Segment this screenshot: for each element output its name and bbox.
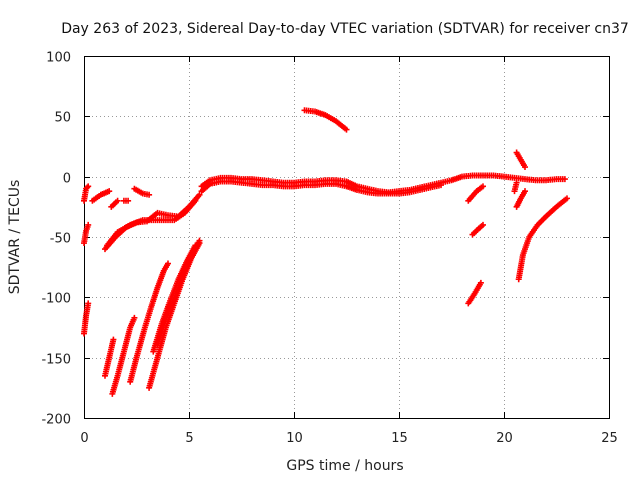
y-tick-label: -150 [41,353,71,368]
y-tick-label: 50 [54,111,71,126]
series-early-5 [120,197,132,204]
data-point [196,237,203,244]
series-left-short-1 [81,221,92,247]
series-early-3 [108,197,121,210]
data-point [564,195,570,202]
series-steep-1 [102,336,117,379]
series-late-drop [513,188,528,210]
data-point [146,191,153,198]
data-point [438,182,444,189]
y-tick-label: 0 [63,172,71,187]
series-arc-b [104,197,199,249]
axis-ticks: -200 -150 -100 -50 0 50 100 0 5 10 15 20 25 [41,51,617,447]
series-early-1 [81,183,92,204]
x-tick-label: 10 [286,431,303,446]
series-high-arc [301,107,350,133]
y-tick-label: 100 [46,51,71,66]
data-point [561,176,568,183]
y-axis-title: SDTVAR / TECUs [7,180,23,295]
x-tick-label: 0 [80,431,88,446]
series-early-2 [89,188,113,204]
data-point [343,126,350,133]
x-tick-label: 20 [496,431,513,446]
data-point [196,191,203,198]
series-late-down-2 [469,221,486,238]
x-axis-title: GPS time / hours [286,458,403,474]
data-point [114,197,121,204]
data-point [110,336,117,343]
data-point [522,164,528,171]
data-point [477,279,484,286]
data-point [85,300,92,307]
data-point [192,197,199,204]
series-steep-4 [146,240,203,391]
series-left-short-2 [81,300,92,337]
data-point [106,188,113,195]
data-point [480,221,486,228]
series-late-down-3 [465,183,486,204]
series-late-down-1 [465,279,484,307]
data-point [513,179,520,186]
series-steep-3 [127,260,171,385]
series-late-recover [515,195,570,283]
grid [84,56,609,418]
x-tick-label: 5 [185,431,193,446]
data-point [125,197,132,204]
data-point [131,314,138,321]
series-late-up [513,149,528,171]
y-tick-label: -50 [50,232,71,247]
data-point [480,183,486,190]
series-mainline-lower [198,178,444,197]
data-point [85,221,92,228]
x-tick-label: 25 [601,431,618,446]
y-tick-label: -200 [41,413,71,428]
y-tick-label: -100 [41,292,71,307]
data-points [81,107,570,397]
series-steep-6 [154,237,203,349]
series-early-4 [131,185,153,198]
data-point [85,183,92,190]
data-point [165,260,171,267]
series-late-spike [511,179,520,195]
chart-title: Day 263 of 2023, Sidereal Day-to-day VTE… [61,21,629,37]
data-point [522,188,528,195]
x-tick-label: 15 [391,431,408,446]
series-steep-2 [109,314,138,397]
